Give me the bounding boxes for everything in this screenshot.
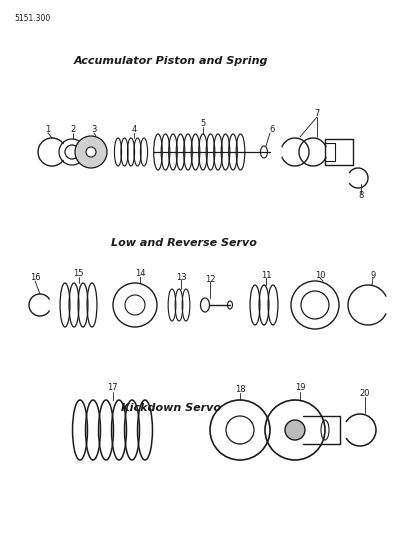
Text: 20: 20: [360, 390, 370, 399]
Text: 6: 6: [269, 125, 275, 134]
Text: 3: 3: [91, 125, 97, 134]
Text: Accumulator Piston and Spring: Accumulator Piston and Spring: [74, 56, 268, 66]
Text: 17: 17: [107, 384, 118, 392]
Text: 13: 13: [176, 272, 186, 281]
Text: 8: 8: [358, 191, 364, 200]
Text: Low and Reverse Servo: Low and Reverse Servo: [111, 238, 257, 247]
Text: 11: 11: [261, 271, 271, 279]
Text: 9: 9: [370, 271, 376, 279]
Circle shape: [86, 147, 96, 157]
Circle shape: [75, 136, 107, 168]
Circle shape: [285, 420, 305, 440]
Text: 10: 10: [315, 271, 325, 279]
Text: 15: 15: [73, 269, 84, 278]
Text: 7: 7: [314, 109, 320, 118]
Text: 5: 5: [200, 119, 206, 128]
Text: 4: 4: [131, 125, 137, 134]
Text: 12: 12: [205, 274, 215, 284]
Text: 5151.300: 5151.300: [14, 14, 50, 23]
Text: 2: 2: [70, 125, 75, 134]
Text: 16: 16: [30, 272, 40, 281]
Text: 18: 18: [235, 385, 245, 394]
Text: 14: 14: [135, 269, 145, 278]
Text: 1: 1: [45, 125, 51, 134]
Text: Kickdown Servo: Kickdown Servo: [121, 403, 222, 413]
Text: 19: 19: [295, 384, 305, 392]
